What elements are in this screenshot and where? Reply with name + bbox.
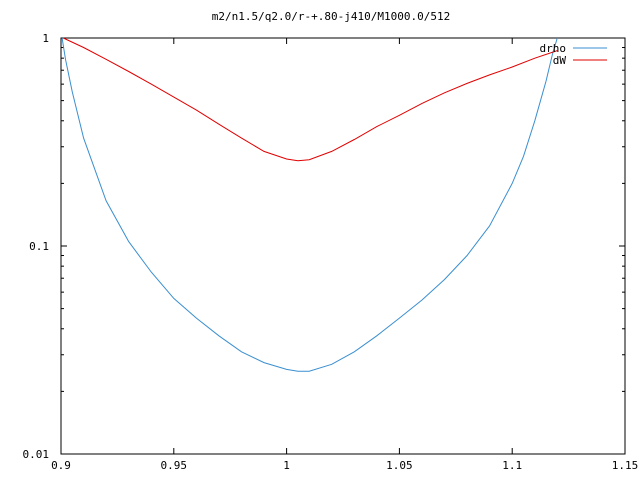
chart-title: m2/n1.5/q2.0/r-+.80-j410/M1000.0/512	[212, 10, 450, 23]
y-tick-label: 0.01	[23, 448, 50, 461]
legend-label-drho: drho	[540, 42, 567, 55]
x-tick-label: 0.9	[51, 459, 71, 472]
y-tick-label: 0.1	[29, 240, 49, 253]
legend-label-dW: dW	[553, 54, 567, 67]
x-tick-label: 1	[283, 459, 290, 472]
x-tick-label: 1.15	[612, 459, 639, 472]
axes: 0.9 0.95 1 1.05 1.1 1.15 0.01 0.1 1	[23, 32, 639, 472]
x-tick-label: 1.1	[502, 459, 522, 472]
series-lines	[61, 37, 558, 372]
series-line-dW	[63, 37, 558, 162]
series-line-drho	[61, 37, 558, 372]
y-tick-label: 1	[42, 32, 49, 45]
x-tick-label: 0.95	[161, 459, 188, 472]
x-tick-label: 1.05	[386, 459, 413, 472]
